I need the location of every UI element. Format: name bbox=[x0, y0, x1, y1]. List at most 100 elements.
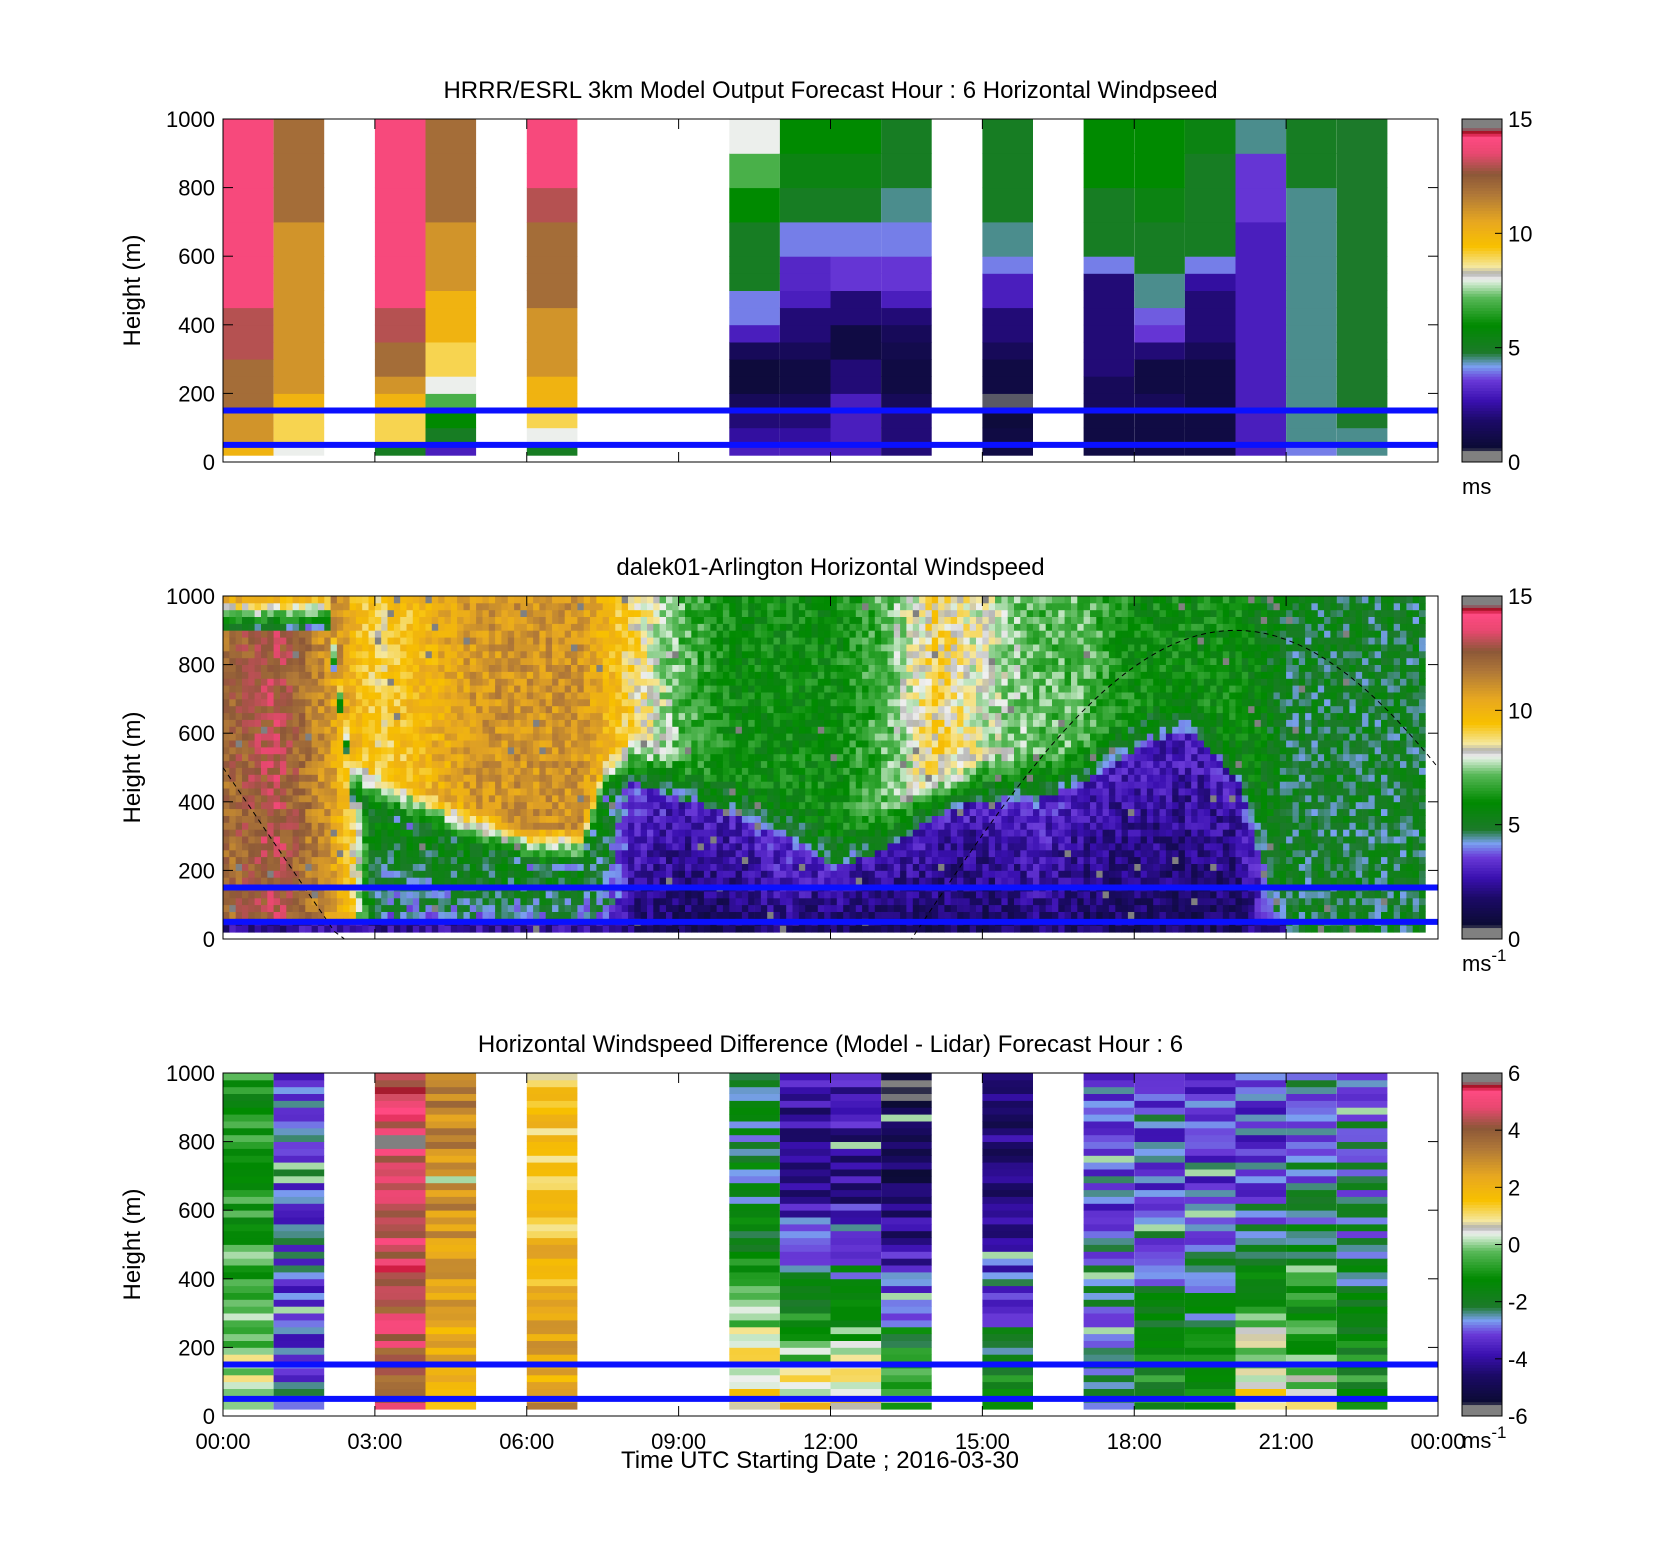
heatmap-cell bbox=[741, 637, 749, 645]
heatmap-cell bbox=[242, 801, 249, 810]
heatmap-cell bbox=[324, 788, 331, 796]
heatmap-cell bbox=[1134, 359, 1185, 377]
heatmap-cell bbox=[482, 822, 490, 830]
heatmap-cell bbox=[722, 596, 730, 604]
heatmap-cell bbox=[779, 609, 787, 617]
heatmap-cell bbox=[273, 925, 281, 933]
heatmap-cell bbox=[406, 808, 414, 816]
heatmap-cell bbox=[476, 801, 483, 810]
heatmap-cell bbox=[311, 822, 319, 830]
heatmap-cell bbox=[298, 616, 306, 624]
heatmap-cell bbox=[438, 794, 445, 803]
heatmap-cell bbox=[678, 698, 686, 707]
heatmap-cell bbox=[495, 692, 502, 700]
heatmap-cell bbox=[336, 623, 344, 631]
heatmap-cell bbox=[697, 602, 705, 611]
heatmap-cell bbox=[273, 221, 325, 257]
heatmap-cell bbox=[419, 637, 426, 645]
heatmap-cell bbox=[261, 650, 268, 659]
heatmap-cell bbox=[393, 753, 401, 762]
heatmap-cell bbox=[1083, 341, 1135, 360]
heatmap-cell bbox=[292, 829, 300, 837]
heatmap-cell bbox=[393, 623, 401, 631]
heatmap-cell bbox=[697, 801, 705, 810]
heatmap-cell bbox=[305, 801, 312, 810]
heatmap-cell bbox=[381, 746, 388, 755]
heatmap-cell bbox=[311, 904, 319, 912]
heatmap-cell bbox=[362, 870, 369, 878]
heatmap-cell bbox=[615, 843, 622, 851]
heatmap-cell bbox=[792, 843, 800, 851]
y-tick-label: 0 bbox=[203, 450, 215, 475]
heatmap-cell bbox=[805, 753, 812, 762]
heatmap-cell bbox=[779, 685, 787, 693]
heatmap-cell bbox=[400, 822, 407, 830]
heatmap-cell bbox=[685, 925, 692, 933]
heatmap-cell bbox=[362, 650, 369, 659]
heatmap-cell bbox=[450, 746, 458, 755]
heatmap-cell bbox=[571, 829, 578, 837]
heatmap-cell bbox=[741, 849, 749, 858]
heatmap-cell bbox=[792, 836, 800, 844]
heatmap-cell bbox=[501, 733, 509, 741]
heatmap-cell bbox=[495, 815, 502, 823]
heatmap-cell bbox=[355, 678, 363, 686]
heatmap-cell bbox=[355, 794, 363, 803]
heatmap-cell bbox=[450, 705, 458, 714]
heatmap-cell bbox=[760, 904, 768, 912]
heatmap-cell bbox=[444, 609, 452, 617]
heatmap-cell bbox=[235, 753, 243, 762]
heatmap-cell bbox=[368, 630, 376, 638]
heatmap-cell bbox=[280, 829, 287, 837]
heatmap-cell bbox=[419, 692, 426, 700]
heatmap-cell bbox=[406, 726, 414, 734]
heatmap-cell bbox=[400, 637, 407, 645]
heatmap-cell bbox=[602, 877, 610, 885]
heatmap-cell bbox=[773, 637, 781, 645]
heatmap-cell bbox=[229, 849, 236, 858]
heatmap-cell bbox=[273, 705, 281, 714]
heatmap-cell bbox=[564, 781, 572, 789]
heatmap-cell bbox=[703, 856, 711, 864]
heatmap-cell bbox=[261, 925, 268, 933]
heatmap-cell bbox=[317, 897, 325, 906]
heatmap-cell bbox=[387, 733, 395, 741]
heatmap-cell bbox=[577, 705, 585, 714]
heatmap-cell bbox=[1286, 119, 1337, 154]
heatmap-cell bbox=[602, 705, 610, 714]
heatmap-cell bbox=[552, 843, 559, 851]
heatmap-cell bbox=[305, 698, 312, 707]
heatmap-cell bbox=[438, 609, 445, 617]
heatmap-cell bbox=[583, 808, 591, 816]
heatmap-cell bbox=[628, 596, 635, 604]
heatmap-cell bbox=[349, 767, 357, 775]
heatmap-cell bbox=[336, 753, 344, 762]
heatmap-cell bbox=[741, 904, 749, 912]
heatmap-cell bbox=[647, 678, 654, 686]
heatmap-cell bbox=[539, 801, 547, 810]
heatmap-cell bbox=[280, 863, 287, 871]
heatmap-cell bbox=[982, 307, 1033, 326]
heatmap-cell bbox=[425, 794, 433, 803]
heatmap-cell bbox=[286, 863, 293, 871]
heatmap-cell bbox=[514, 836, 521, 844]
heatmap-cell bbox=[507, 650, 515, 659]
heatmap-cell bbox=[368, 650, 376, 659]
heatmap-cell bbox=[564, 657, 572, 665]
heatmap-cell bbox=[457, 712, 464, 720]
heatmap-cell bbox=[501, 760, 509, 768]
heatmap-cell bbox=[767, 843, 774, 851]
heatmap-cell bbox=[469, 760, 477, 768]
heatmap-cell bbox=[672, 602, 679, 611]
heatmap-cell bbox=[450, 609, 458, 617]
heatmap-cell bbox=[691, 781, 698, 789]
heatmap-cell bbox=[729, 788, 736, 796]
heatmap-cell bbox=[779, 856, 787, 864]
heatmap-cell bbox=[457, 863, 464, 871]
heatmap-cell bbox=[672, 637, 679, 645]
heatmap-cell bbox=[292, 733, 300, 741]
heatmap-cell bbox=[444, 678, 452, 686]
heatmap-cell bbox=[412, 891, 420, 899]
heatmap-cell bbox=[729, 427, 780, 446]
heatmap-cell bbox=[685, 596, 692, 604]
